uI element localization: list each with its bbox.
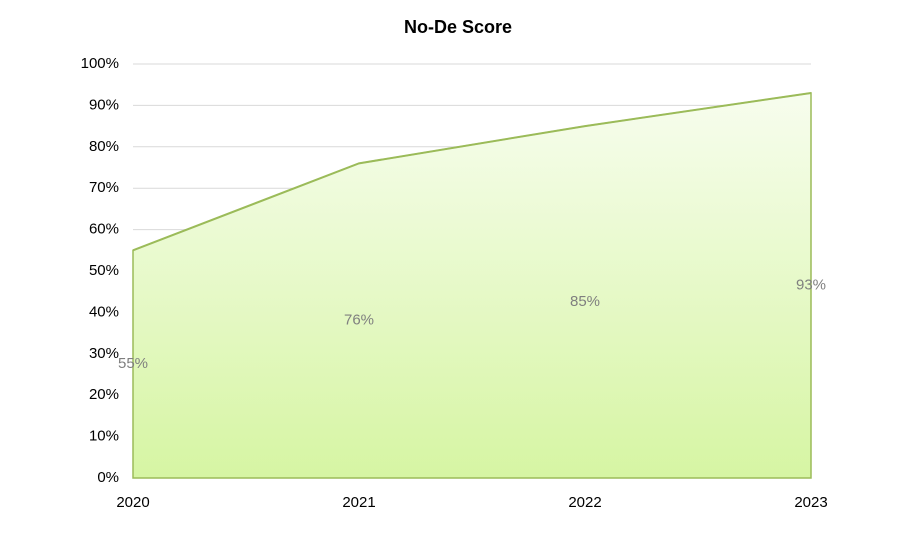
x-tick-label: 2020 xyxy=(116,494,149,511)
data-label: 93% xyxy=(796,276,826,293)
y-tick-label: 100% xyxy=(81,55,119,72)
line xyxy=(132,91,812,252)
labels: 0% 10% 20% 30% 40% 50% 60% 70% 80% 90% 100% 55% 76% 8… xyxy=(81,55,828,511)
chart-title: No-De Score xyxy=(404,17,512,37)
data-label: 76% xyxy=(344,312,374,329)
data-label: 55% xyxy=(118,355,148,372)
area xyxy=(132,92,812,479)
y-tick-label: 30% xyxy=(89,345,119,362)
x-tick-label: 2021 xyxy=(342,494,375,511)
y-tick-label: 0% xyxy=(97,469,119,486)
y-tick-label: 10% xyxy=(89,428,119,445)
marks xyxy=(132,91,812,479)
y-tick-label: 20% xyxy=(89,386,119,403)
y-tick-label: 80% xyxy=(89,138,119,155)
y-tick-label: 70% xyxy=(89,179,119,196)
y-tick-label: 60% xyxy=(89,221,119,238)
y-tick-label: 90% xyxy=(89,96,119,113)
data-label: 85% xyxy=(570,293,600,310)
y-tick-label: 50% xyxy=(89,262,119,279)
x-tick-label: 2022 xyxy=(568,494,601,511)
x-tick-label: 2023 xyxy=(794,494,827,511)
y-tick-label: 40% xyxy=(89,303,119,320)
